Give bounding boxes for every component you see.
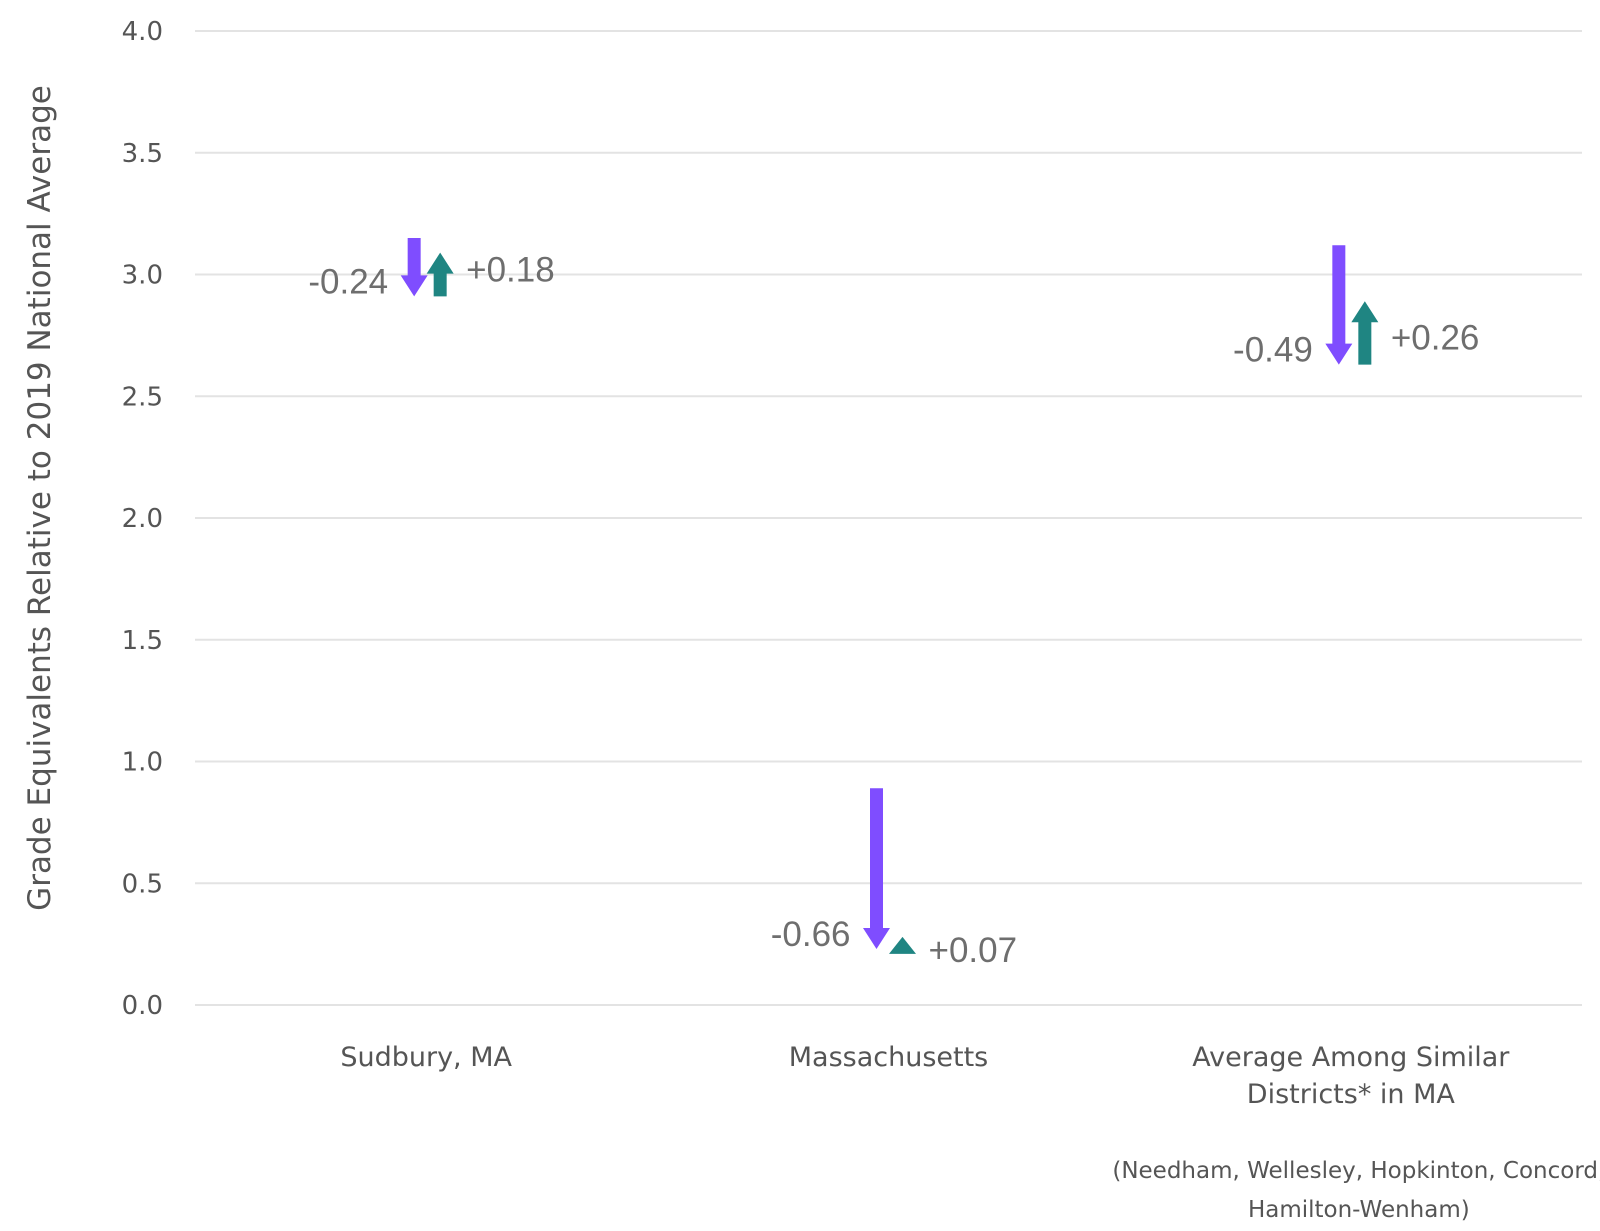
y-tick-label: 4.0 [122,17,163,47]
category-note: (Needham, Wellesley, Hopkinton, Concord, [1112,1158,1600,1184]
y-tick-label: 2.0 [122,504,163,534]
recovery-value-label: +0.18 [466,250,555,289]
recovery-value-label: +0.07 [929,931,1018,970]
category-label: Average Among Similar [1192,1042,1510,1073]
category-label: Massachusetts [789,1042,989,1073]
decline-value-label: -0.24 [308,262,388,301]
category-label: Districts* in MA [1247,1079,1456,1110]
y-tick-label: 0.5 [122,869,163,899]
decline-value-label: -0.66 [771,915,851,954]
decline-arrow [1325,245,1353,365]
y-tick-label: 2.5 [122,382,163,412]
y-axis-ticks: 0.0 0.5 1.0 1.5 2.0 2.5 3.0 3.5 4.0 [122,17,163,1021]
decline-value-label: -0.49 [1233,331,1313,370]
recovery-arrow [889,936,916,954]
y-tick-label: 1.5 [122,626,163,656]
y-tick-label: 3.0 [122,261,163,291]
arrow-marks: -0.24 +0.18 -0.66 +0.07 -0.49 +0.26 [308,237,1480,970]
category-note: Hamilton-Wenham) [1248,1197,1470,1223]
category-label: Sudbury, MA [340,1042,512,1073]
decline-arrow [400,237,428,297]
x-axis-categories: Sudbury, MA Massachusetts Average Among Si… [340,1042,1600,1223]
y-axis-label: Grade Equivalents Relative to 2019 Natio… [22,85,58,911]
gridlines [195,30,1582,1006]
recovery-arrow [1351,301,1379,365]
y-tick-label: 0.0 [122,991,163,1021]
recovery-value-label: +0.26 [1391,319,1480,358]
y-tick-label: 1.0 [122,748,163,778]
y-tick-label: 3.5 [122,139,163,169]
decline-arrow [863,788,890,949]
recovery-arrow [426,252,454,297]
